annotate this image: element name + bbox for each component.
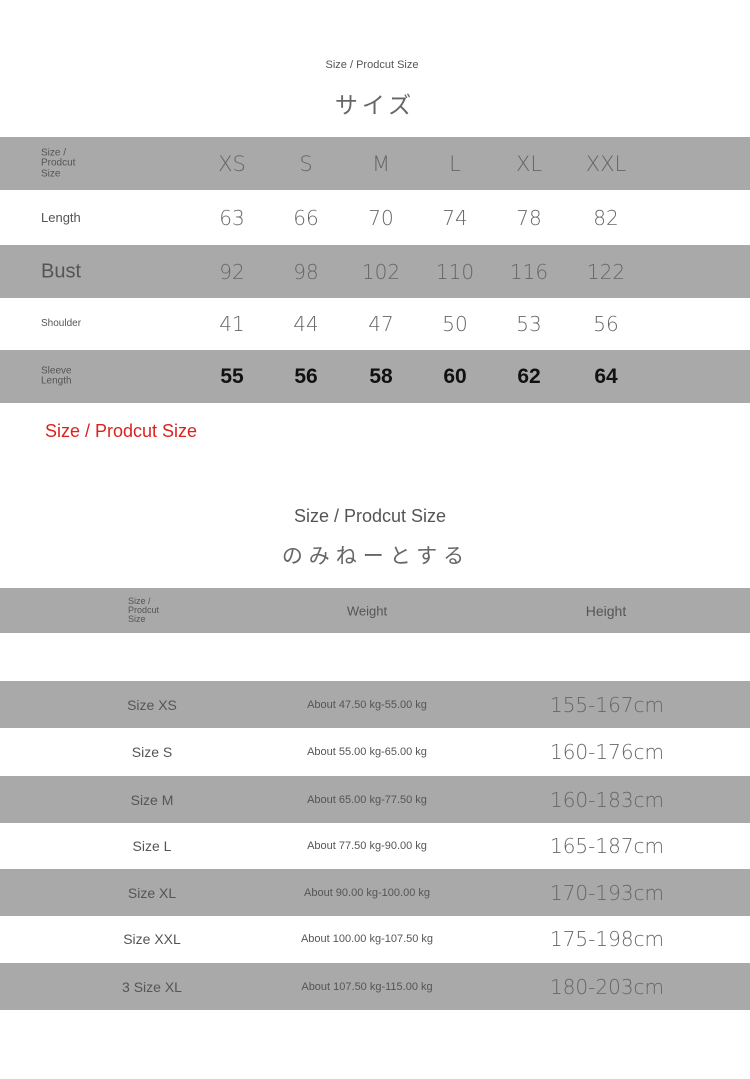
table-cell: 58 <box>369 364 393 388</box>
row-label-line: Length <box>41 375 72 387</box>
header-label: Size / Prodcut Size <box>128 595 160 625</box>
size-table-header: Size / Prodcut Size <box>0 137 750 190</box>
cell-height: 160-176cm <box>549 740 665 764</box>
table-row: 3 Size XL About 107.50 kg-115.00 kg 180-20… <box>0 963 750 1010</box>
table-cell: 110 <box>435 259 475 284</box>
table-row: Size XXL About 100.00 kg-107.50 kg 175-198… <box>0 915 750 963</box>
table-cell: 82 <box>593 205 619 230</box>
header-label-line: Prodcut <box>41 157 76 169</box>
size-header-xxl: XXL <box>585 151 627 176</box>
table-row-bust: Bust <box>0 245 750 298</box>
row-label: Shoulder <box>41 317 82 329</box>
table-cell: 98 <box>293 259 319 284</box>
table-cell: 102 <box>361 259 401 284</box>
row-label-line: Sleeve <box>41 365 72 376</box>
table-row-shoulder: Shoulder <box>0 298 750 350</box>
table-row: Size XS About 47.50 kg-55.00 kg 155-167cm <box>0 681 750 728</box>
table-row-length: Length <box>0 190 750 245</box>
header-label-line: Prodcut <box>128 604 160 615</box>
cell-size: Size XXL <box>123 931 181 947</box>
header-label-line: Size <box>41 167 61 179</box>
table-cell: 63 <box>219 205 245 230</box>
table-cell: 53 <box>516 312 542 336</box>
table-cell: 66 <box>293 205 319 230</box>
size-header-s: S <box>299 151 313 176</box>
header-label-line: Size / <box>128 595 151 606</box>
size-header-m: M <box>371 151 391 176</box>
cell-size: 3 Size XL <box>122 978 182 995</box>
row-label: Length <box>41 209 81 225</box>
cell-weight: About 107.50 kg-115.00 kg <box>301 980 433 993</box>
table-cell: 70 <box>368 205 394 230</box>
header-height: Height <box>585 602 627 619</box>
cell-height: 180-203cm <box>549 974 665 999</box>
cell-size: Size XS <box>127 696 177 713</box>
table-cell: 122 <box>586 259 626 284</box>
cell-height: 175-198cm <box>549 927 665 951</box>
size-header-xs: XS <box>218 151 246 176</box>
table-cell: 55 <box>220 364 244 388</box>
table-cell: 116 <box>509 259 549 284</box>
fit-table-header: Size / Prodcut Size Weight Height <box>0 588 750 633</box>
cell-size: Size M <box>130 791 174 808</box>
table-cell: 47 <box>368 312 394 336</box>
size-header-xl: XL <box>515 151 543 176</box>
size-header-l: L <box>449 151 461 176</box>
table-cell: 56 <box>593 312 619 336</box>
table-cell: 41 <box>219 312 245 336</box>
table-row: Size XL About 90.00 kg-100.00 kg 170-193cm <box>0 869 750 916</box>
cell-height: 160-183cm <box>549 787 665 812</box>
header-label: Size / Prodcut Size <box>41 146 76 180</box>
size-note: Size / Prodcut Size <box>45 421 198 441</box>
header-label-line: Size <box>128 614 146 625</box>
header-label-line: Size / <box>41 146 67 158</box>
section2-title: のみねーとする <box>281 545 471 568</box>
table-row: Size L About 77.50 kg-90.00 kg 165-187cm <box>0 822 750 870</box>
cell-height: 170-193cm <box>549 880 665 905</box>
cell-weight: About 55.00 kg-65.00 kg <box>307 746 427 758</box>
cell-weight: About 90.00 kg-100.00 kg <box>304 886 430 899</box>
table-cell: 50 <box>442 312 468 336</box>
cell-weight: About 77.50 kg-90.00 kg <box>307 840 427 852</box>
section1-subtitle: Size / Prodcut Size <box>325 59 419 71</box>
table-cell: 74 <box>442 205 468 230</box>
cell-size: Size L <box>132 838 172 854</box>
cell-weight: About 47.50 kg-55.00 kg <box>307 698 427 711</box>
cell-weight: About 100.00 kg-107.50 kg <box>300 933 434 945</box>
table-cell: 92 <box>219 259 245 284</box>
table-cell: 60 <box>443 364 467 388</box>
header-weight: Weight <box>346 603 388 618</box>
table-row: Size M About 65.00 kg-77.50 kg 160-183cm <box>0 776 750 823</box>
row-label: Sleeve Length <box>41 365 72 387</box>
section2-subtitle: Size / Prodcut Size <box>293 506 447 526</box>
cell-height: 155-167cm <box>549 692 665 717</box>
table-cell: 78 <box>516 205 542 230</box>
cell-size: Size S <box>131 744 173 760</box>
table-row-sleeve: Sleeve Length <box>0 350 750 403</box>
cell-height: 165-187cm <box>549 834 665 858</box>
table-cell: 56 <box>294 364 318 388</box>
table-cell: 64 <box>594 364 618 388</box>
table-row: Size S About 55.00 kg-65.00 kg 160-176cm <box>0 728 750 776</box>
section1-title: サイズ <box>334 92 416 118</box>
cell-weight: About 65.00 kg-77.50 kg <box>307 793 427 806</box>
table-cell: 62 <box>517 364 541 388</box>
cell-size: Size XL <box>127 884 177 901</box>
row-label: Bust <box>41 260 82 282</box>
table-cell: 44 <box>293 312 319 336</box>
